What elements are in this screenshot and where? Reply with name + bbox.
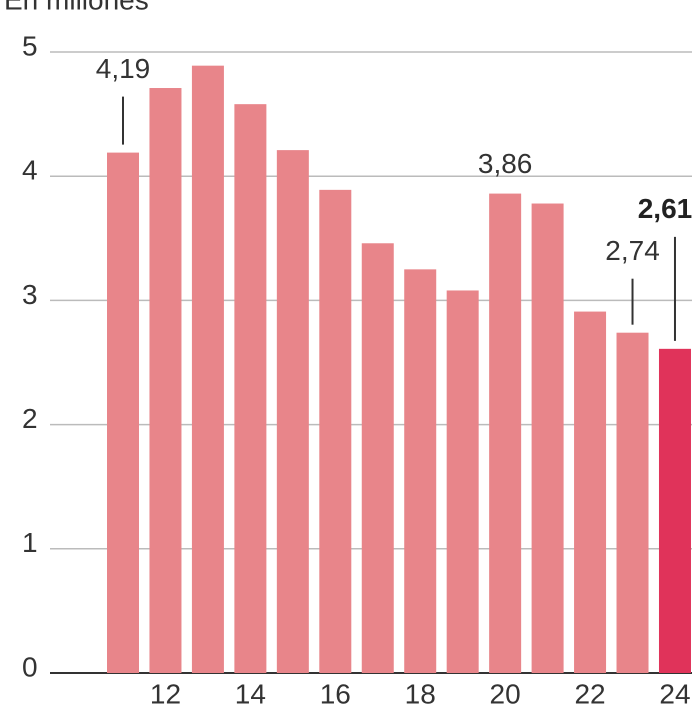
- value-label: 3,86: [478, 148, 533, 179]
- y-tick-label: 0: [22, 651, 38, 682]
- bar: [234, 104, 267, 673]
- bar: [149, 88, 182, 673]
- bar: [404, 269, 437, 673]
- y-tick-label: 3: [22, 279, 38, 310]
- bar: [489, 193, 522, 673]
- value-label: 2,74: [605, 235, 660, 266]
- value-label: 2,61: [638, 193, 692, 224]
- y-tick-label: 1: [22, 527, 38, 558]
- value-label: 4,19: [96, 53, 151, 84]
- bar: [658, 348, 691, 673]
- x-tick-label: 24: [659, 678, 690, 709]
- bar: [191, 65, 224, 674]
- x-tick-label: 16: [320, 678, 351, 709]
- x-tick-label: 12: [150, 678, 181, 709]
- bar: [446, 290, 479, 673]
- bar: [276, 150, 309, 674]
- x-tick-label: 18: [405, 678, 436, 709]
- x-tick-label: 14: [235, 678, 266, 709]
- bar: [531, 203, 564, 674]
- bar: [319, 189, 352, 673]
- y-tick-label: 4: [22, 155, 38, 186]
- y-tick-label: 5: [22, 30, 38, 61]
- x-tick-label: 22: [574, 678, 605, 709]
- bar: [616, 332, 649, 673]
- x-tick-label: 20: [490, 678, 521, 709]
- bar: [361, 243, 394, 673]
- bar: [574, 311, 607, 673]
- bar: [107, 152, 139, 674]
- y-tick-label: 2: [22, 403, 38, 434]
- chart-subtitle: En millones: [4, 0, 149, 15]
